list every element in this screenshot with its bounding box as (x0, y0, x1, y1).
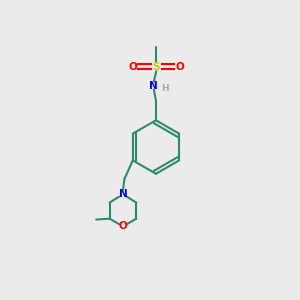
Text: S: S (152, 62, 160, 72)
Text: O: O (175, 62, 184, 72)
Text: N: N (118, 189, 127, 199)
Text: O: O (118, 221, 127, 231)
Text: H: H (161, 84, 169, 93)
Text: N: N (149, 81, 158, 91)
Text: O: O (129, 62, 137, 72)
